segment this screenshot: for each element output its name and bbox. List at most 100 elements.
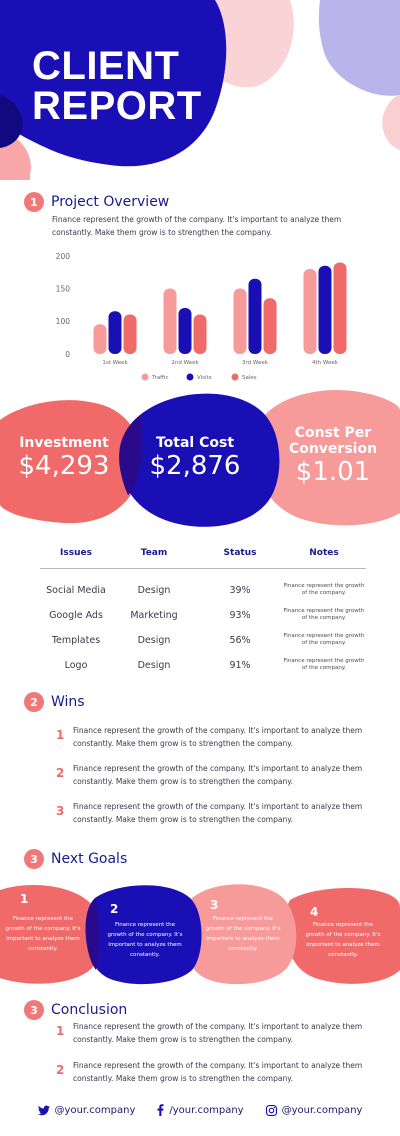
cell-issue: Templates [51,635,101,646]
total-cost-value: $2,876 [149,451,241,481]
list-number: 1 [56,728,65,742]
goal-text: Finance represent the growth of the comp… [107,922,183,958]
goal-number: 1 [20,892,29,906]
cell-issue: Google Ads [49,610,103,621]
chart-bar [318,265,332,354]
list-item: 3 Finance represent the growth of the co… [56,800,363,826]
cell-status: 56% [229,635,251,646]
twitter-icon [37,1105,50,1115]
section-title: Conclusion [51,1002,128,1018]
legend-swatch [231,373,239,381]
cell-team: Design [137,660,171,671]
section-title: Wins [51,694,85,710]
goals-heading: 3 Next Goals [24,849,127,869]
conversion-label-line2: Conversion [288,441,378,457]
overview-text: Finance represent the growth of the comp… [52,215,342,237]
goal-overlap-dark [85,898,99,970]
chart-bar [248,278,262,354]
instagram-icon [265,1104,277,1116]
table-header-notes: Notes [309,548,339,558]
x-tick-label: 1st Week [102,360,128,366]
social-footer: @your.company /your.company @your.compan… [0,1100,400,1120]
cell-note: Finance represent the growth of the comp… [283,608,365,621]
investment-blob [0,400,141,524]
list-item: 1 Finance represent the growth of the co… [56,724,363,750]
pink-right-blob [382,95,400,150]
cell-team: Design [137,585,171,596]
section-number-badge: 3 [24,1000,44,1020]
goal-text: Finance represent the growth of the comp… [205,916,281,952]
cell-team: Marketing [130,610,178,621]
lavender-blob [318,0,400,96]
conclusion-heading: 3 Conclusion [24,1000,127,1020]
goals-band: 1 Finance represent the growth of the co… [0,880,400,990]
header-banner: CLIENT REPORT [0,0,400,180]
y-tick-label: 200 [56,252,71,261]
x-tick-label: 4th Week [312,360,339,366]
chart-bar [93,324,107,354]
goals-blobs [0,884,400,985]
dark-navy-blob [0,95,23,148]
goal-text: Finance represent the growth of the comp… [5,916,81,952]
list-text: Finance represent the growth of the comp… [73,1061,363,1083]
table-header-issues: Issues [60,548,92,558]
section-title: Project Overview [51,194,170,210]
cell-status: 93% [229,610,251,621]
cell-status: 91% [229,660,251,671]
table-header-team: Team [140,548,168,558]
goal-number: 4 [310,905,319,919]
investment-value: $4,293 [18,451,110,481]
header-blobs [0,0,400,180]
goal-1-blob [0,885,102,984]
goal-4-blob [285,888,400,984]
facebook-icon [157,1104,164,1116]
list-number: 3 [56,804,65,818]
chart-bar [333,262,347,354]
legend-swatch [141,373,149,381]
goal-number: 2 [110,902,119,916]
facebook-handle-link[interactable]: /your.company [157,1104,244,1116]
twitter-handle: @your.company [54,1104,136,1116]
list-text: Finance represent the growth of the comp… [73,802,363,824]
list-number: 1 [56,1024,65,1038]
cell-note: Finance represent the growth of the comp… [283,583,365,596]
list-text: Finance represent the growth of the comp… [73,1022,363,1044]
list-text: Finance represent the growth of the comp… [73,764,363,786]
cell-note: Finance represent the growth of the comp… [283,658,365,671]
stats-blobs [0,389,400,527]
conversion-label-line1: Const Per [294,425,372,441]
chart-bar [163,288,177,354]
cell-note: Finance represent the growth of the comp… [283,633,365,646]
chart-bar [233,288,247,354]
cell-issue: Social Media [46,585,106,596]
chart-bar [108,311,122,354]
chart-bar [193,314,207,354]
x-tick-label: 3rd Week [242,360,269,366]
list-number: 2 [56,766,65,780]
instagram-handle-link[interactable]: @your.company [265,1104,362,1116]
cell-team: Design [137,635,171,646]
wins-heading: 2 Wins [24,692,85,712]
x-tick-label: 2nd Week [171,360,199,366]
table-header-divider [40,568,366,569]
list-number: 2 [56,1063,65,1077]
investment-label: Investment [19,435,109,451]
title-line-2: REPORT [32,84,202,128]
overlap-left [119,415,142,495]
section-number-badge: 1 [24,192,44,212]
twitter-handle-link[interactable]: @your.company [37,1104,136,1116]
chart-bar [178,308,192,354]
y-tick-label: 0 [65,350,70,359]
total-cost-label: Total Cost [155,435,235,451]
stats-band: Investment $4,293 Total Cost $2,876 Cons… [0,385,400,533]
goal-3-blob [181,884,297,985]
overview-heading: 1 Project Overview [24,192,169,212]
goal-2-blob [85,885,202,985]
goal-text: Finance represent the growth of the comp… [305,922,381,958]
conversion-blob [257,389,400,526]
y-tick-label: 150 [56,285,71,294]
chart-bar [263,298,277,354]
facebook-handle: /your.company [169,1104,244,1116]
conversion-value: $1.01 [295,457,371,487]
section-title: Next Goals [51,851,128,867]
